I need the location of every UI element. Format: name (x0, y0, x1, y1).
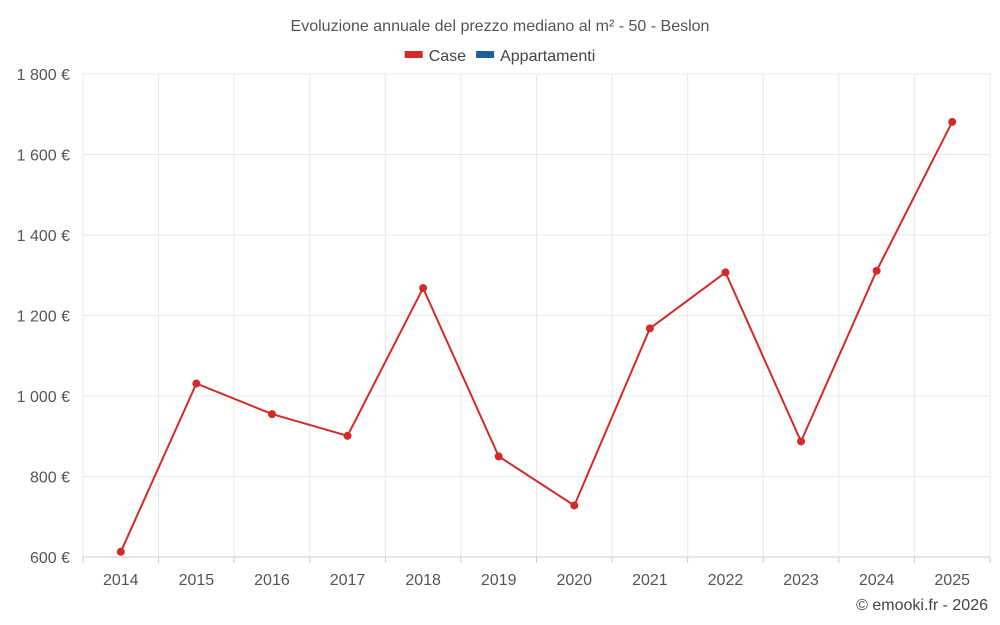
series-line-case (119, 121, 954, 553)
x-tick-label: 2025 (934, 572, 970, 589)
y-tick-label: 1 000 € (17, 389, 70, 406)
data-point (343, 431, 352, 440)
grid (82, 73, 991, 563)
y-tick-label: 1 600 € (17, 148, 70, 165)
chart-title: Evoluzione annuale del prezzo mediano al… (291, 18, 710, 35)
y-tick-label: 1 400 € (17, 228, 70, 245)
y-tick-label: 1 200 € (17, 309, 70, 326)
data-point (494, 452, 503, 461)
x-tick-label: 2016 (254, 572, 290, 589)
data-point (948, 117, 957, 126)
legend-label: Appartamenti (500, 48, 595, 65)
data-point (645, 324, 654, 333)
x-tick-label: 2014 (103, 572, 139, 589)
legend[interactable]: Case Appartamenti (404, 48, 596, 65)
data-point (570, 501, 579, 510)
x-tick-label: 2020 (556, 572, 592, 589)
legend-item-case[interactable]: Case (404, 48, 466, 65)
y-tick-label: 600 € (30, 550, 70, 567)
x-tick-label: 2023 (783, 572, 819, 589)
x-tick-label: 2022 (708, 572, 744, 589)
x-tick-label: 2021 (632, 572, 668, 589)
x-tick-label: 2019 (481, 572, 517, 589)
data-point (192, 379, 201, 388)
data-point (721, 268, 730, 277)
x-tick-label: 2015 (179, 572, 215, 589)
credit-text: © emooki.fr - 2026 (856, 597, 988, 614)
y-axis: 600 € 800 € 1 000 € 1 200 € 1 400 € 1 600 € 1 … (17, 67, 70, 567)
x-axis: 2014 2015 2016 2017 2018 2019 2020 2021 2022 2023… (103, 572, 970, 589)
data-point (419, 284, 428, 293)
series-layer (116, 117, 957, 556)
data-point (267, 410, 276, 419)
data-point (872, 266, 881, 275)
data-point (116, 547, 125, 556)
y-tick-label: 1 800 € (17, 67, 70, 84)
legend-item-appartamenti[interactable]: Appartamenti (476, 48, 595, 65)
data-point (797, 437, 806, 446)
x-tick-label: 2024 (859, 572, 895, 589)
legend-swatch (476, 51, 495, 58)
legend-swatch (404, 51, 423, 58)
x-tick-label: 2018 (405, 572, 441, 589)
legend-label: Case (429, 48, 466, 65)
y-tick-label: 800 € (30, 470, 70, 487)
x-tick-label: 2017 (330, 572, 366, 589)
